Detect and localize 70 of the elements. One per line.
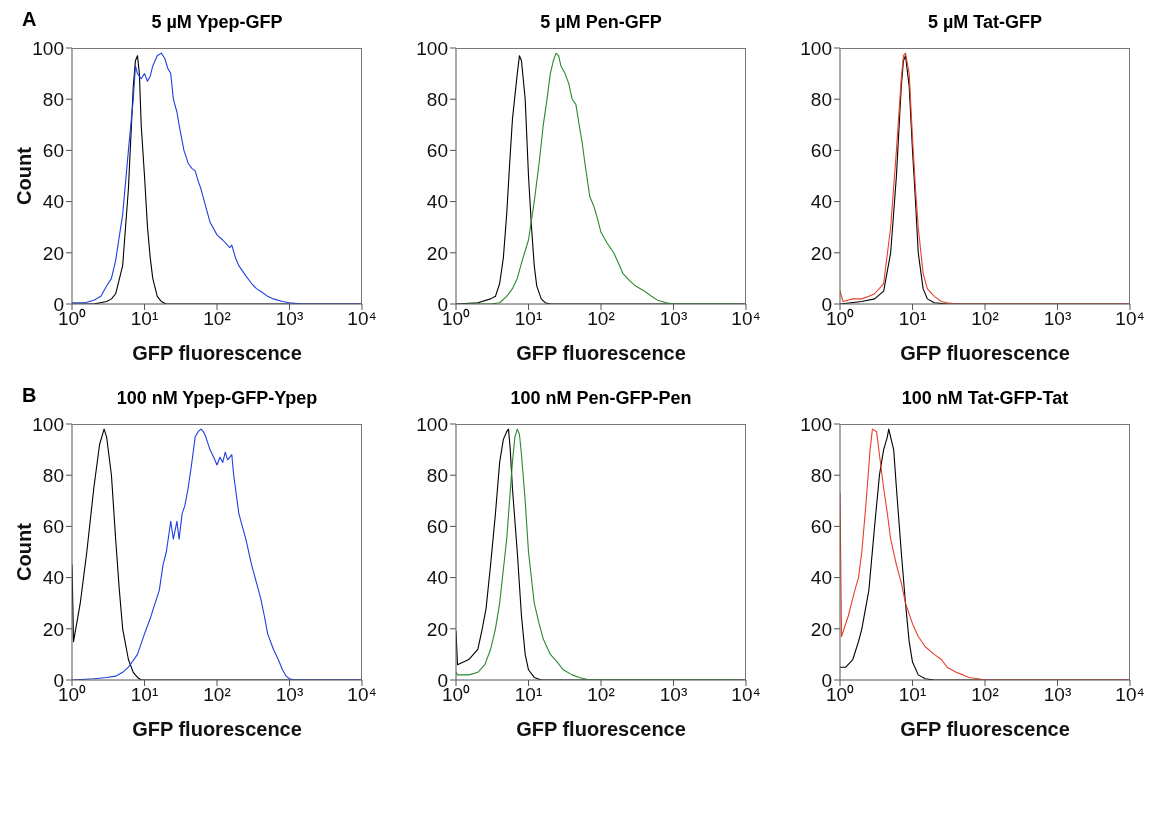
x-tick-label: 10³ (659, 308, 688, 330)
y-tick-label: 40 (426, 191, 448, 213)
x-tick-label: 10³ (1043, 684, 1072, 706)
x-axis-title: GFP fluorescence (900, 342, 1070, 364)
chart-title: 100 nM Ypep-GFP-Ypep (115, 388, 319, 409)
y-tick-label: 80 (42, 88, 64, 110)
x-tick-label: 10¹ (898, 684, 927, 706)
chart-title: 5 µM Pen-GFP (539, 12, 663, 33)
y-tick-label: 40 (42, 567, 64, 589)
y-tick-label: 100 (416, 37, 448, 59)
x-tick-label: 10² (587, 308, 615, 330)
y-axis-title: Count (13, 522, 36, 581)
x-axis-title: GFP fluorescence (132, 718, 302, 740)
x-tick-label: 10³ (275, 308, 304, 330)
y-tick-label: 20 (426, 618, 448, 640)
x-tick-label: 10² (203, 684, 231, 706)
x-tick-label: 10² (971, 684, 999, 706)
x-axis-title: GFP fluorescence (900, 718, 1070, 740)
x-tick-label: 10¹ (514, 308, 543, 330)
x-tick-label: 10⁴ (1115, 684, 1145, 706)
x-tick-label: 10⁴ (731, 684, 761, 706)
x-tick-label: 10¹ (130, 308, 159, 330)
y-tick-label: 60 (810, 516, 832, 538)
y-tick-label: 60 (42, 516, 64, 538)
x-tick-label: 10⁴ (347, 684, 377, 706)
y-tick-label: 20 (42, 618, 64, 640)
y-tick-label: 60 (426, 516, 448, 538)
x-tick-label: 10² (971, 308, 999, 330)
x-tick-label: 10¹ (514, 684, 543, 706)
x-tick-label: 10¹ (898, 308, 927, 330)
x-tick-label: 10⁴ (1115, 308, 1145, 330)
y-tick-label: 20 (426, 242, 448, 264)
y-tick-label: 40 (810, 567, 832, 589)
y-tick-label: 100 (800, 413, 832, 435)
y-tick-label: 20 (810, 242, 832, 264)
y-tick-label: 60 (42, 140, 64, 162)
y-tick-label: 20 (810, 618, 832, 640)
y-tick-label: 80 (42, 464, 64, 486)
x-axis-title: GFP fluorescence (132, 342, 302, 364)
x-tick-label: 10² (587, 684, 615, 706)
y-tick-label: 100 (32, 37, 64, 59)
chart-title: 100 nM Tat-GFP-Tat (900, 388, 1070, 409)
x-axis-title: GFP fluorescence (516, 718, 686, 740)
x-tick-label: 10⁴ (347, 308, 377, 330)
y-tick-label: 80 (426, 88, 448, 110)
y-tick-label: 80 (810, 88, 832, 110)
x-tick-label: 10³ (1043, 308, 1072, 330)
y-tick-label: 40 (810, 191, 832, 213)
x-axis-title: GFP fluorescence (516, 342, 686, 364)
x-tick-label: 10⁴ (731, 308, 761, 330)
y-axis-title: Count (13, 146, 36, 205)
y-tick-label: 60 (426, 140, 448, 162)
y-tick-label: 100 (800, 37, 832, 59)
chart-title: 5 µM Tat-GFP (926, 12, 1043, 33)
text: A (22, 8, 37, 31)
chart-title: 100 nM Pen-GFP-Pen (509, 388, 693, 409)
y-tick-label: 80 (810, 464, 832, 486)
chart-title: 5 µM Ypep-GFP (150, 12, 284, 33)
x-tick-label: 10³ (275, 684, 304, 706)
y-tick-label: 20 (42, 242, 64, 264)
x-tick-label: 10¹ (130, 684, 159, 706)
x-tick-label: 10² (203, 308, 231, 330)
text: B (22, 384, 37, 407)
y-tick-label: 100 (32, 413, 64, 435)
y-tick-label: 60 (810, 140, 832, 162)
y-tick-label: 40 (426, 567, 448, 589)
y-tick-label: 100 (416, 413, 448, 435)
x-tick-label: 10³ (659, 684, 688, 706)
y-tick-label: 80 (426, 464, 448, 486)
y-tick-label: 40 (42, 191, 64, 213)
